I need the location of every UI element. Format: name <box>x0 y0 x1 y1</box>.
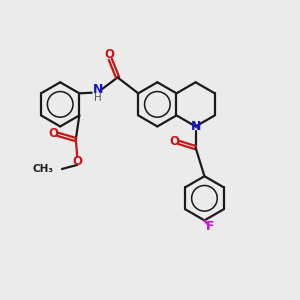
Text: O: O <box>72 154 82 167</box>
Text: N: N <box>92 83 103 96</box>
Text: O: O <box>169 135 179 148</box>
Text: H: H <box>94 93 101 103</box>
Text: O: O <box>48 127 59 140</box>
Text: CH₃: CH₃ <box>33 164 54 174</box>
Text: O: O <box>105 48 115 61</box>
Text: N: N <box>190 120 201 133</box>
Text: F: F <box>206 220 214 233</box>
